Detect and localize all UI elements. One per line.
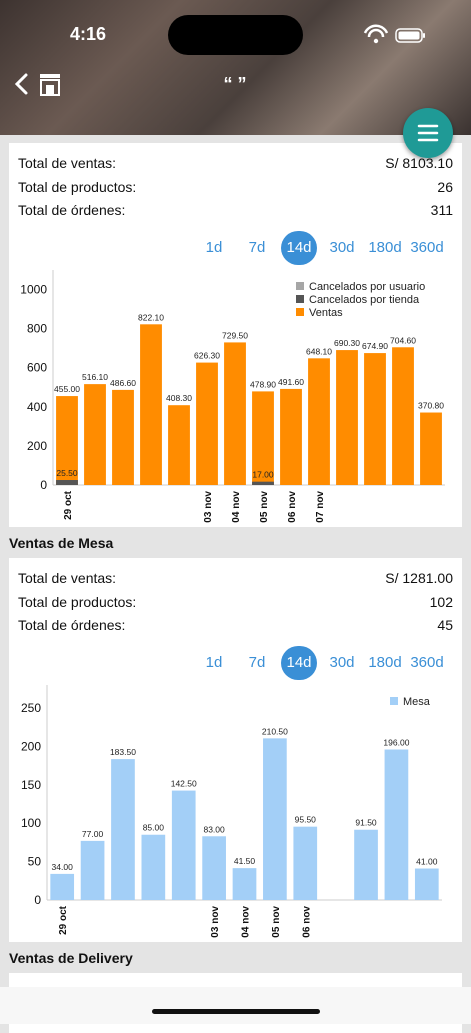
range-button[interactable]: 14d	[281, 646, 317, 680]
range-button[interactable]: 1d	[205, 654, 223, 671]
summary-row: Total de productos: 26	[18, 179, 453, 199]
summary-row: Total de ventas: S/ 8103.10	[18, 155, 453, 175]
bottom-bar	[0, 987, 471, 1024]
summary-label: Total de órdenes:	[18, 617, 126, 633]
card	[9, 558, 462, 942]
summary-label: Total de ventas:	[18, 570, 117, 586]
range-button[interactable]: 180d	[368, 654, 402, 671]
range-button[interactable]: 360d	[410, 239, 444, 256]
section-title: Ventas de Delivery	[9, 950, 133, 966]
summary-row: Total de órdenes: 311	[18, 202, 453, 222]
home-indicator	[152, 1009, 320, 1014]
range-button[interactable]: 180d	[368, 239, 402, 256]
summary-label: Total de productos:	[18, 178, 137, 195]
summary-row: Total de órdenes: 45	[18, 617, 453, 637]
summary-label: Total de ventas:	[18, 155, 117, 171]
summary-label: Total de órdenes:	[18, 202, 126, 218]
range-button[interactable]: 14d	[281, 231, 317, 265]
status-icons	[363, 24, 425, 44]
range-button[interactable]: 360d	[410, 654, 444, 671]
page-title: “ ”	[223, 74, 247, 94]
section-title: Ventas de Mesa	[9, 535, 114, 551]
summary-value: 311	[430, 202, 453, 218]
summary-value: 45	[437, 617, 453, 633]
clock: 4:16	[70, 24, 107, 44]
summary-value: S/ 8103.10	[385, 155, 453, 171]
summary-row: Total de productos: 102	[18, 594, 453, 614]
range-button[interactable]: 30d	[329, 239, 355, 256]
nav-icons[interactable]	[10, 70, 70, 100]
summary-value: S/ 1281.00	[385, 570, 453, 586]
menu-button[interactable]	[403, 108, 453, 158]
range-button[interactable]: 30d	[329, 654, 355, 671]
range-button[interactable]: 1d	[205, 239, 223, 256]
card	[9, 143, 462, 527]
range-button[interactable]: 7d	[248, 239, 266, 256]
dynamic-island	[168, 15, 303, 55]
summary-value: 102	[429, 593, 453, 610]
summary-row: Total de ventas: S/ 1281.00	[18, 570, 453, 590]
range-button[interactable]: 7d	[248, 654, 266, 671]
summary-label: Total de productos:	[18, 593, 137, 610]
menu-icon	[417, 124, 439, 142]
summary-value: 26	[437, 178, 453, 195]
